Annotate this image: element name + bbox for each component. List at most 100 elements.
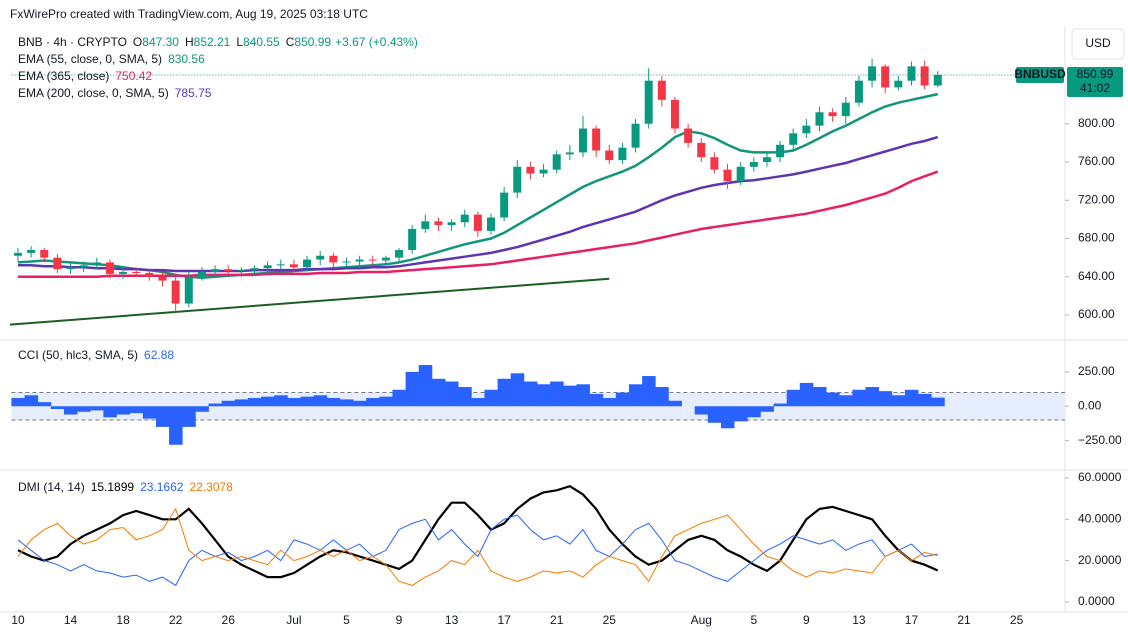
ema-line	[18, 170, 939, 279]
currency-button[interactable]	[1071, 28, 1125, 60]
candle-body	[368, 259, 377, 261]
cci-bar	[221, 400, 236, 407]
currency[interactable]: USD	[1085, 36, 1111, 50]
ema-line	[17, 92, 939, 279]
symbol-label: BNBUSD	[1014, 67, 1066, 81]
x-tick-label: 18	[116, 613, 130, 627]
x-tick-label: 5	[750, 613, 757, 627]
cci-bar	[878, 391, 893, 407]
cci-bar	[852, 389, 866, 407]
cci-bar	[326, 398, 341, 407]
cci-bar	[24, 395, 39, 407]
candle-body	[158, 276, 167, 281]
legend: EMA (200, close, 0, SMA, 5) 785.75	[18, 86, 212, 100]
legend-text: 830.56	[168, 52, 205, 66]
candle-body	[697, 142, 706, 158]
cci-bar	[103, 406, 117, 418]
cci-bar	[445, 381, 459, 407]
cci-bar	[602, 398, 617, 407]
cci-bar	[497, 378, 512, 407]
legend: EMA (365, close) 750.42	[18, 69, 152, 83]
cci-bar	[208, 403, 223, 407]
candle-body	[460, 214, 469, 223]
cci-bar	[484, 389, 498, 407]
x-tick-label: 25	[603, 613, 617, 627]
candle-body	[710, 157, 719, 170]
dmi-line	[17, 514, 938, 587]
candle-body	[237, 270, 246, 272]
candle-body	[500, 192, 509, 218]
x-tick-label: 17	[497, 613, 511, 627]
legend-text: +3.67 (+0.43%)	[335, 35, 418, 49]
candle-body	[105, 262, 114, 274]
candle-body	[841, 102, 850, 117]
legend-text: 850.99	[294, 35, 331, 49]
candle-body	[684, 128, 693, 143]
y-tick-label: 60.0000	[1078, 470, 1122, 484]
price-tag	[1067, 66, 1123, 97]
y-tick-label: 800.00	[1078, 116, 1115, 130]
cci-bar	[313, 395, 328, 407]
cci-bar	[353, 400, 367, 407]
legend: CCI (50, hlc3, SMA, 5) 62.88	[18, 348, 174, 362]
candle-body	[802, 125, 811, 134]
cci-bar	[392, 389, 406, 407]
candle-body	[303, 259, 312, 268]
candle-body	[184, 276, 193, 304]
legend-text: 840.55	[243, 35, 280, 49]
candle-body	[408, 228, 417, 250]
candle-body	[79, 265, 88, 268]
cci-bar	[747, 406, 761, 418]
cci-bar	[379, 396, 393, 407]
cci-bar	[261, 396, 275, 407]
candle-body	[66, 267, 75, 270]
candle-body	[881, 66, 890, 88]
candle-body	[316, 255, 325, 260]
cci-bar	[773, 403, 788, 407]
cci-bar	[655, 387, 669, 407]
cci-bar	[720, 406, 735, 429]
legend-text: 847.30	[142, 35, 179, 49]
cci-bar	[786, 389, 801, 407]
cci-bar	[458, 387, 472, 407]
cci-bar	[169, 406, 183, 445]
dmi-line	[17, 507, 938, 586]
x-tick-label: 17	[905, 613, 919, 627]
cci-bar	[694, 406, 709, 415]
candle-body	[723, 169, 732, 182]
x-tick-label: 22	[169, 613, 183, 627]
cci-bar	[576, 384, 590, 407]
candle-body	[618, 147, 627, 161]
cci-bar	[904, 389, 919, 407]
x-tick-label: 10	[11, 613, 25, 627]
candle-body	[644, 80, 653, 124]
legend-text: EMA (200, close, 0, SMA, 5)	[18, 86, 169, 100]
candle-body	[145, 272, 154, 277]
candle-body	[132, 272, 141, 273]
cci-bar	[812, 387, 827, 407]
cci-bar	[247, 398, 262, 407]
y-tick-label: −250.00	[1078, 433, 1122, 447]
candle-body	[27, 250, 36, 253]
candle-body	[276, 264, 285, 266]
candle-body	[657, 80, 666, 100]
y-tick-label: 600.00	[1078, 307, 1115, 321]
y-tick-label: 20.0000	[1078, 553, 1122, 567]
legend-text: 852.21	[194, 35, 231, 49]
candle-body	[539, 169, 548, 174]
y-tick-label: 680.00	[1078, 231, 1115, 245]
candle-body	[854, 80, 863, 103]
candle-body	[815, 112, 824, 126]
legend-text: 750.42	[115, 69, 152, 83]
x-tick-label: 21	[550, 613, 564, 627]
cci-bar	[891, 395, 906, 407]
legend-text: 23.1662	[140, 480, 184, 494]
legend-text: DMI (14, 14)	[18, 480, 85, 494]
y-tick-label: 250.00	[1078, 364, 1115, 378]
candle-body	[289, 264, 298, 268]
cci-bar	[563, 385, 577, 407]
candle-body	[736, 166, 745, 182]
candle-body	[776, 144, 785, 158]
